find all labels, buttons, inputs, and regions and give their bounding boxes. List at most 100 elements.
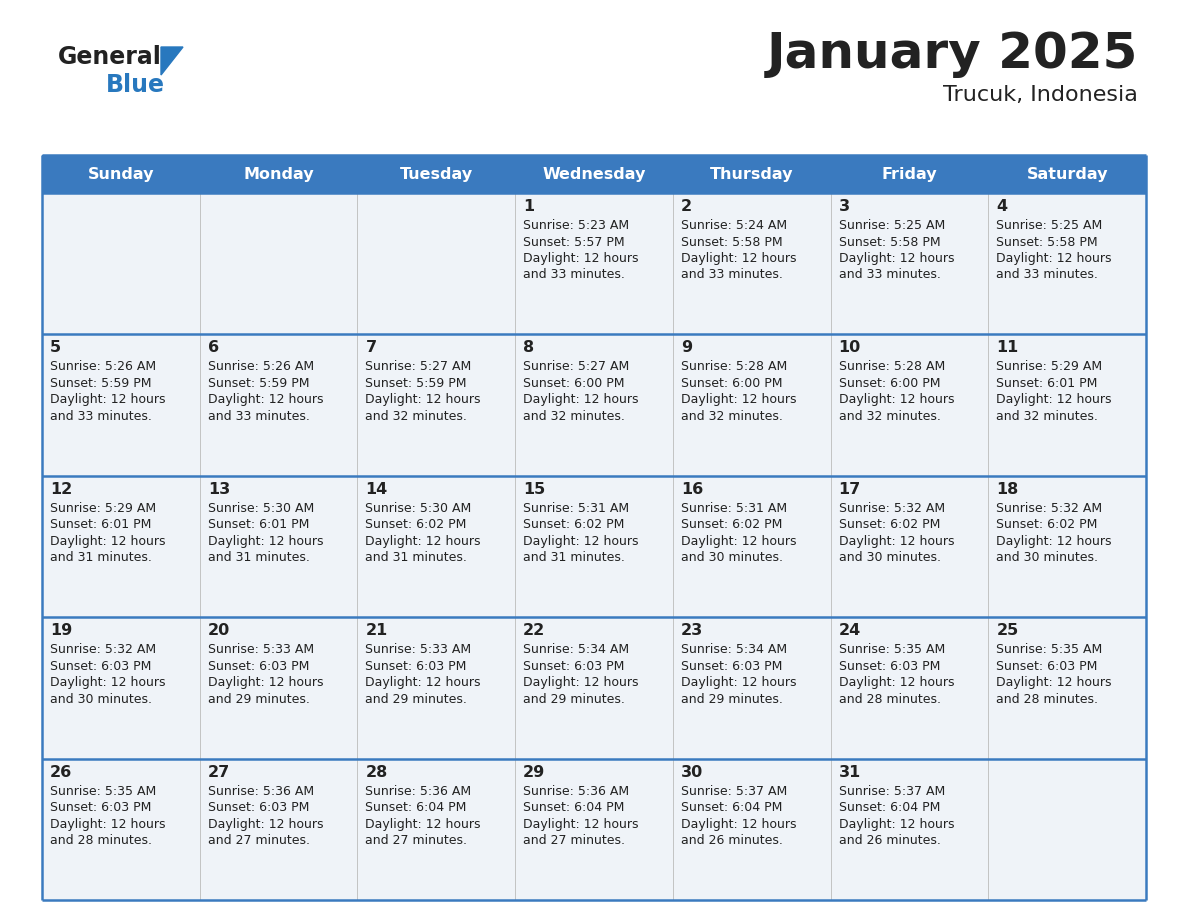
Text: General: General	[58, 45, 162, 69]
Text: Sunrise: 5:30 AM: Sunrise: 5:30 AM	[366, 502, 472, 515]
Text: Daylight: 12 hours: Daylight: 12 hours	[366, 677, 481, 689]
Text: Sunrise: 5:24 AM: Sunrise: 5:24 AM	[681, 219, 786, 232]
FancyBboxPatch shape	[988, 193, 1146, 334]
Text: 25: 25	[997, 623, 1018, 638]
Text: 9: 9	[681, 341, 691, 355]
Text: Sunset: 6:01 PM: Sunset: 6:01 PM	[208, 519, 309, 532]
Text: Sunrise: 5:35 AM: Sunrise: 5:35 AM	[50, 785, 157, 798]
FancyBboxPatch shape	[516, 334, 672, 476]
FancyBboxPatch shape	[830, 758, 988, 900]
Text: Daylight: 12 hours: Daylight: 12 hours	[523, 535, 639, 548]
Text: and 27 minutes.: and 27 minutes.	[208, 834, 310, 847]
Text: 28: 28	[366, 765, 387, 779]
Text: Sunrise: 5:34 AM: Sunrise: 5:34 AM	[681, 644, 786, 656]
FancyBboxPatch shape	[200, 334, 358, 476]
FancyBboxPatch shape	[988, 758, 1146, 900]
Text: Daylight: 12 hours: Daylight: 12 hours	[681, 252, 796, 265]
Text: Daylight: 12 hours: Daylight: 12 hours	[997, 394, 1112, 407]
Text: Tuesday: Tuesday	[399, 166, 473, 182]
FancyBboxPatch shape	[42, 476, 200, 617]
FancyBboxPatch shape	[200, 193, 358, 334]
Text: Daylight: 12 hours: Daylight: 12 hours	[523, 252, 639, 265]
Text: Trucuk, Indonesia: Trucuk, Indonesia	[943, 85, 1138, 105]
Text: Sunrise: 5:32 AM: Sunrise: 5:32 AM	[50, 644, 156, 656]
Text: Sunset: 6:04 PM: Sunset: 6:04 PM	[681, 801, 782, 814]
Text: 26: 26	[50, 765, 72, 779]
Text: and 30 minutes.: and 30 minutes.	[681, 552, 783, 565]
Text: Sunset: 6:02 PM: Sunset: 6:02 PM	[366, 519, 467, 532]
Text: Daylight: 12 hours: Daylight: 12 hours	[50, 535, 165, 548]
Text: Sunset: 6:00 PM: Sunset: 6:00 PM	[839, 377, 940, 390]
Text: 2: 2	[681, 199, 691, 214]
Text: and 32 minutes.: and 32 minutes.	[366, 410, 467, 423]
Text: Sunrise: 5:31 AM: Sunrise: 5:31 AM	[681, 502, 786, 515]
FancyBboxPatch shape	[830, 334, 988, 476]
Text: Daylight: 12 hours: Daylight: 12 hours	[50, 677, 165, 689]
FancyBboxPatch shape	[358, 334, 516, 476]
Text: Daylight: 12 hours: Daylight: 12 hours	[997, 535, 1112, 548]
Text: Daylight: 12 hours: Daylight: 12 hours	[523, 677, 639, 689]
FancyBboxPatch shape	[42, 617, 200, 758]
Text: Daylight: 12 hours: Daylight: 12 hours	[839, 394, 954, 407]
Text: 8: 8	[523, 341, 535, 355]
Text: Sunrise: 5:35 AM: Sunrise: 5:35 AM	[839, 644, 944, 656]
Text: Daylight: 12 hours: Daylight: 12 hours	[839, 535, 954, 548]
FancyBboxPatch shape	[358, 617, 516, 758]
FancyBboxPatch shape	[988, 617, 1146, 758]
Text: Sunset: 6:03 PM: Sunset: 6:03 PM	[523, 660, 625, 673]
Text: Sunrise: 5:32 AM: Sunrise: 5:32 AM	[997, 502, 1102, 515]
Text: Sunrise: 5:25 AM: Sunrise: 5:25 AM	[839, 219, 944, 232]
Text: Daylight: 12 hours: Daylight: 12 hours	[997, 677, 1112, 689]
Text: 23: 23	[681, 623, 703, 638]
FancyBboxPatch shape	[358, 758, 516, 900]
Text: Sunset: 5:59 PM: Sunset: 5:59 PM	[208, 377, 309, 390]
Text: Sunrise: 5:33 AM: Sunrise: 5:33 AM	[366, 644, 472, 656]
Text: and 33 minutes.: and 33 minutes.	[50, 410, 152, 423]
Text: and 31 minutes.: and 31 minutes.	[208, 552, 310, 565]
Text: and 30 minutes.: and 30 minutes.	[997, 552, 1098, 565]
FancyBboxPatch shape	[42, 758, 200, 900]
FancyBboxPatch shape	[516, 617, 672, 758]
Text: Sunset: 6:03 PM: Sunset: 6:03 PM	[50, 660, 151, 673]
Text: and 33 minutes.: and 33 minutes.	[208, 410, 310, 423]
Text: and 33 minutes.: and 33 minutes.	[839, 268, 941, 282]
FancyBboxPatch shape	[988, 334, 1146, 476]
Polygon shape	[162, 47, 183, 75]
Text: Sunset: 6:04 PM: Sunset: 6:04 PM	[366, 801, 467, 814]
FancyBboxPatch shape	[200, 758, 358, 900]
Text: Daylight: 12 hours: Daylight: 12 hours	[523, 818, 639, 831]
Text: Sunset: 6:01 PM: Sunset: 6:01 PM	[997, 377, 1098, 390]
Text: Sunset: 6:02 PM: Sunset: 6:02 PM	[839, 519, 940, 532]
FancyBboxPatch shape	[988, 476, 1146, 617]
FancyBboxPatch shape	[830, 193, 988, 334]
Text: Sunrise: 5:30 AM: Sunrise: 5:30 AM	[208, 502, 314, 515]
Text: Thursday: Thursday	[710, 166, 794, 182]
Text: 1: 1	[523, 199, 535, 214]
Text: 13: 13	[208, 482, 230, 497]
Text: 15: 15	[523, 482, 545, 497]
Text: and 31 minutes.: and 31 minutes.	[50, 552, 152, 565]
Text: 22: 22	[523, 623, 545, 638]
Text: January 2025: January 2025	[766, 30, 1138, 78]
Text: Sunrise: 5:32 AM: Sunrise: 5:32 AM	[839, 502, 944, 515]
Text: Sunset: 6:02 PM: Sunset: 6:02 PM	[523, 519, 625, 532]
Text: Sunset: 6:03 PM: Sunset: 6:03 PM	[366, 660, 467, 673]
FancyBboxPatch shape	[672, 758, 830, 900]
Text: Sunset: 6:03 PM: Sunset: 6:03 PM	[681, 660, 782, 673]
FancyBboxPatch shape	[516, 193, 672, 334]
Text: and 26 minutes.: and 26 minutes.	[681, 834, 783, 847]
FancyBboxPatch shape	[200, 617, 358, 758]
Text: Sunset: 6:00 PM: Sunset: 6:00 PM	[681, 377, 783, 390]
Text: and 29 minutes.: and 29 minutes.	[681, 693, 783, 706]
Text: Sunrise: 5:28 AM: Sunrise: 5:28 AM	[839, 361, 944, 374]
Text: Daylight: 12 hours: Daylight: 12 hours	[681, 535, 796, 548]
Text: Sunrise: 5:36 AM: Sunrise: 5:36 AM	[208, 785, 314, 798]
Text: Sunrise: 5:37 AM: Sunrise: 5:37 AM	[681, 785, 788, 798]
Text: Daylight: 12 hours: Daylight: 12 hours	[366, 394, 481, 407]
Text: Sunset: 5:58 PM: Sunset: 5:58 PM	[997, 236, 1098, 249]
Text: Sunday: Sunday	[88, 166, 154, 182]
Text: and 32 minutes.: and 32 minutes.	[997, 410, 1098, 423]
FancyBboxPatch shape	[516, 758, 672, 900]
Text: and 28 minutes.: and 28 minutes.	[839, 693, 941, 706]
Text: Daylight: 12 hours: Daylight: 12 hours	[681, 818, 796, 831]
